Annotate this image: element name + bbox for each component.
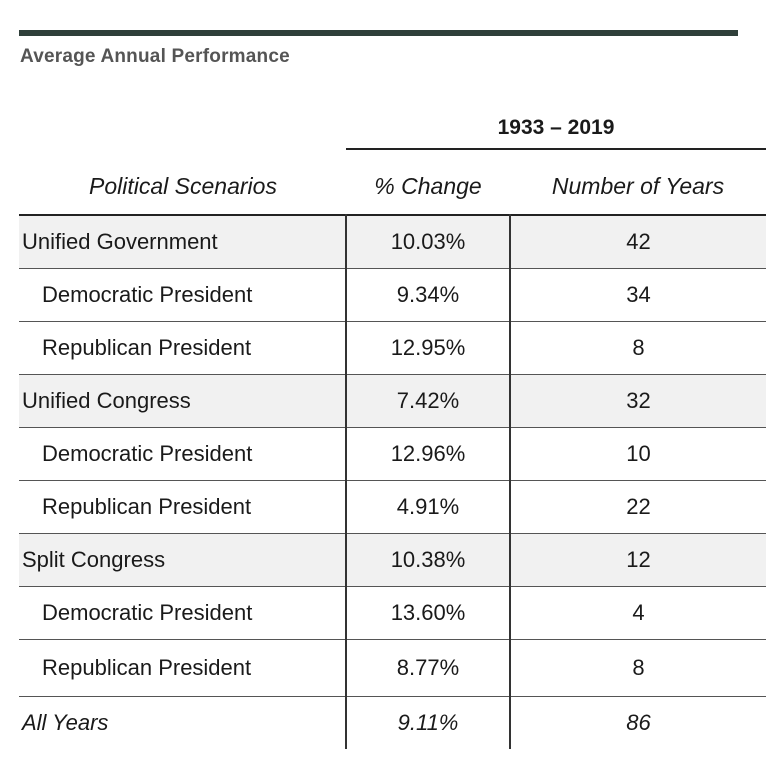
pct-change-cell: 4.91%: [345, 480, 510, 534]
column-header-scenarios: Political Scenarios: [89, 173, 277, 199]
years-cell: 22: [509, 480, 766, 534]
table-row: Democratic President 12.96% 10: [19, 427, 766, 481]
table-row: Democratic President 9.34% 34: [19, 268, 766, 322]
performance-table: Unified Government 10.03% 42 Democratic …: [19, 214, 766, 749]
table-row: Split Congress 10.38% 12: [19, 533, 766, 587]
years-cell: 4: [509, 586, 766, 640]
years-cell: 8: [509, 639, 766, 697]
pct-change-cell: 10.38%: [345, 533, 510, 587]
years-cell: 8: [509, 321, 766, 375]
table-caption: Average Annual Performance: [20, 46, 290, 67]
table-row: Unified Government 10.03% 42: [19, 215, 766, 269]
scenario-cell: Democratic President: [19, 586, 346, 640]
pct-change-cell: 13.60%: [345, 586, 510, 640]
table-row: Unified Congress 7.42% 32: [19, 374, 766, 428]
scenario-cell: Democratic President: [19, 268, 346, 322]
scenario-cell: Republican President: [19, 639, 346, 697]
period-header: 1933 – 2019: [497, 116, 615, 139]
pct-change-cell: 9.11%: [345, 696, 510, 749]
years-cell: 32: [509, 374, 766, 428]
pct-change-cell: 12.96%: [345, 427, 510, 481]
years-cell: 86: [509, 696, 766, 749]
scenario-cell: Democratic President: [19, 427, 346, 481]
pct-change-cell: 9.34%: [345, 268, 510, 322]
years-cell: 12: [509, 533, 766, 587]
column-header-pct-change: % Change: [374, 173, 482, 199]
table-row: Republican President 4.91% 22: [19, 480, 766, 534]
table-row: Democratic President 13.60% 4: [19, 586, 766, 640]
table-row: Republican President 8.77% 8: [19, 639, 766, 697]
years-cell: 10: [509, 427, 766, 481]
column-header-number-of-years: Number of Years: [551, 173, 725, 199]
scenario-cell: Unified Government: [19, 215, 346, 269]
top-rule: [19, 30, 738, 36]
table-row-total: All Years 9.11% 86: [19, 696, 766, 749]
table-row: Republican President 12.95% 8: [19, 321, 766, 375]
pct-change-cell: 12.95%: [345, 321, 510, 375]
scenario-cell: All Years: [22, 710, 109, 735]
scenario-cell: Unified Congress: [19, 374, 346, 428]
scenario-cell: Split Congress: [19, 533, 346, 587]
years-cell: 34: [509, 268, 766, 322]
pct-change-cell: 8.77%: [345, 639, 510, 697]
years-cell: 42: [509, 215, 766, 269]
period-divider: [346, 148, 766, 150]
scenario-cell: Republican President: [19, 321, 346, 375]
pct-change-cell: 7.42%: [345, 374, 510, 428]
pct-change-cell: 10.03%: [345, 215, 510, 269]
scenario-cell: Republican President: [19, 480, 346, 534]
